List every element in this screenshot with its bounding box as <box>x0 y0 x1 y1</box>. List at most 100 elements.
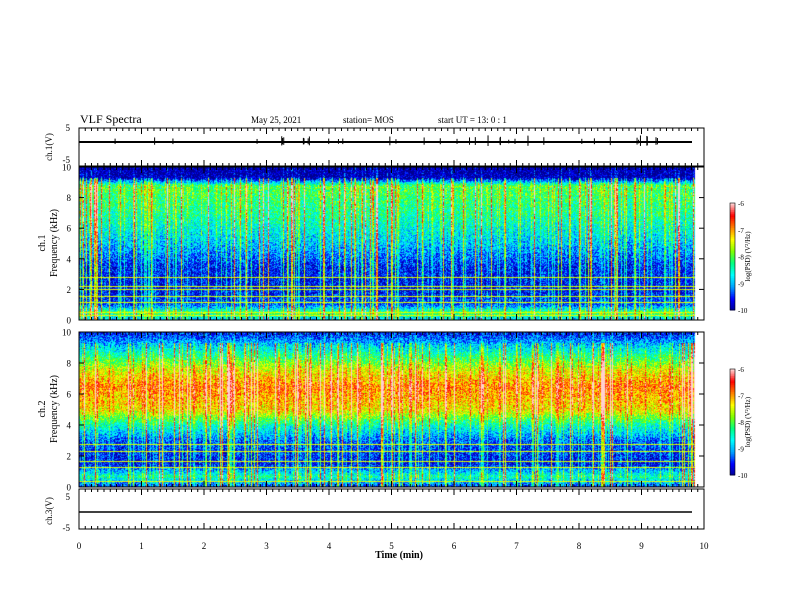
colorbar-cell <box>730 301 735 304</box>
colorbar-cell <box>730 473 735 476</box>
ch2-frequency-axis: 10 8 6 4 2 0 <box>62 328 704 493</box>
colorbar-cell <box>730 448 735 451</box>
ch1-spectrogram-ylabel-top: ch.1 <box>37 235 48 252</box>
colorbar-cell <box>730 467 735 471</box>
colorbar-cell <box>730 302 735 306</box>
colorbar-cell <box>730 420 735 423</box>
colorbar-cell <box>730 397 735 400</box>
colorbar-cell <box>730 413 735 416</box>
frequency-tick-label: 8 <box>67 193 72 203</box>
colorbar-cell <box>730 436 735 439</box>
colorbar-cell <box>730 244 735 247</box>
colorbar-cell <box>730 295 735 299</box>
colorbar-cell <box>730 224 735 227</box>
frequency-tick-label: 0 <box>67 316 72 326</box>
colorbar-cell <box>730 277 735 281</box>
colorbar-cell <box>730 393 735 396</box>
colorbar-cell <box>730 450 735 453</box>
colorbar-cell <box>730 299 735 302</box>
colorbar-cell <box>730 261 735 265</box>
colorbar-cell <box>730 423 735 427</box>
figure-title: VLF Spectra <box>80 112 142 126</box>
frequency-tick-label: 2 <box>67 285 72 295</box>
time-axis-label: Time (min) <box>375 550 423 561</box>
colorbar-cell <box>730 286 735 290</box>
ch1-spectrogram-ylabel-bottom: Frequency (kHz) <box>49 209 60 277</box>
ch1-spectrogram-heatmap <box>79 167 704 320</box>
colorbar-cell <box>730 227 735 231</box>
colorbar-cell <box>730 272 735 275</box>
colorbar-cell <box>730 276 735 279</box>
colorbar-cell <box>730 226 735 229</box>
colorbar-cell <box>730 432 735 435</box>
header: VLF Spectra May 25, 2021 station= MOS st… <box>80 112 507 126</box>
colorbar-cell <box>730 270 735 274</box>
ch1-voltage-ytick-top: 5 <box>66 123 71 133</box>
colorbar-cell <box>730 213 735 216</box>
colorbar-cell <box>730 254 735 257</box>
colorbar-cell <box>730 469 735 472</box>
colorbar-cell <box>730 414 735 418</box>
colorbar-cell <box>730 437 735 441</box>
colorbar-cell <box>730 256 735 259</box>
colorbar-cell <box>730 374 735 377</box>
ch1-frequency-axis: 10 8 6 4 2 0 <box>62 163 704 326</box>
ch2-spectrogram-image-slot <box>79 332 704 487</box>
ch1-colorbar: -6 -7 -8 -9 -10 log(PSD) (V²/Hz) <box>729 200 752 315</box>
ch3-voltage-ylabel: ch.3(V) <box>44 497 54 525</box>
time-tick-label: 10 <box>700 541 710 551</box>
colorbar-tick-label: -8 <box>738 254 744 262</box>
colorbar-cell <box>730 251 735 254</box>
ch2-spectrogram-heatmap <box>79 332 704 487</box>
colorbar-cell <box>730 439 735 442</box>
colorbar-cell <box>730 399 735 402</box>
colorbar-cell <box>730 274 735 277</box>
colorbar-cell <box>730 285 735 288</box>
time-tick-label: 9 <box>639 541 644 551</box>
colorbar-cell <box>730 265 735 268</box>
colorbar-cell <box>730 268 735 272</box>
colorbar-cell <box>730 409 735 412</box>
colorbar-label: log(PSD) (V²/Hz) <box>744 231 752 282</box>
colorbar-cell <box>730 457 735 460</box>
colorbar-cell <box>730 444 735 448</box>
colorbar-cell <box>730 446 735 449</box>
colorbar-tick-label: -6 <box>738 200 744 208</box>
colorbar-cell <box>730 466 735 469</box>
colorbar-cell <box>730 453 735 457</box>
colorbar-cell <box>730 220 735 224</box>
time-tick-label: 2 <box>202 541 207 551</box>
frequency-tick-label: 8 <box>67 359 72 369</box>
ch1-spectrogram-panel: 10 8 6 4 2 0 ch.1 Frequency (kHz) <box>37 163 705 326</box>
frequency-tick-label: 10 <box>62 328 72 338</box>
colorbar-cell <box>730 406 735 409</box>
colorbar-cell <box>730 429 735 432</box>
colorbar-tick-label: -8 <box>738 419 744 427</box>
time-tick-label: 1 <box>139 541 144 551</box>
ch2-spectrogram-panel: 10 8 6 4 2 0 ch.2 Frequency (kHz) <box>37 328 705 493</box>
colorbar-cell <box>730 434 735 437</box>
colorbar-cell <box>730 235 735 238</box>
colorbar-cell <box>730 430 735 434</box>
colorbar-cell <box>730 208 735 211</box>
colorbar-cell <box>730 247 735 250</box>
time-tick-label: 7 <box>514 541 519 551</box>
colorbar-cell <box>730 395 735 398</box>
colorbar-cell <box>730 386 735 389</box>
colorbar-cell <box>730 210 735 213</box>
colorbar-cell <box>730 384 735 388</box>
colorbar-cell <box>730 204 735 208</box>
colorbar-cell <box>730 206 735 209</box>
colorbar-cell <box>730 215 735 218</box>
time-ticks <box>78 128 705 529</box>
colorbar-cell <box>730 281 735 284</box>
colorbar-cell <box>730 304 735 307</box>
ch1-voltage-panel: 5 -5 ch.1(V) <box>44 123 705 167</box>
colorbar-cell <box>730 245 735 249</box>
colorbar-cell <box>730 297 735 300</box>
ch1-spectrogram-image-slot <box>79 167 704 320</box>
ch3-voltage-ytick-bottom: -5 <box>63 523 71 533</box>
colorbar-cell <box>730 369 735 372</box>
colorbar-cell <box>730 203 735 206</box>
